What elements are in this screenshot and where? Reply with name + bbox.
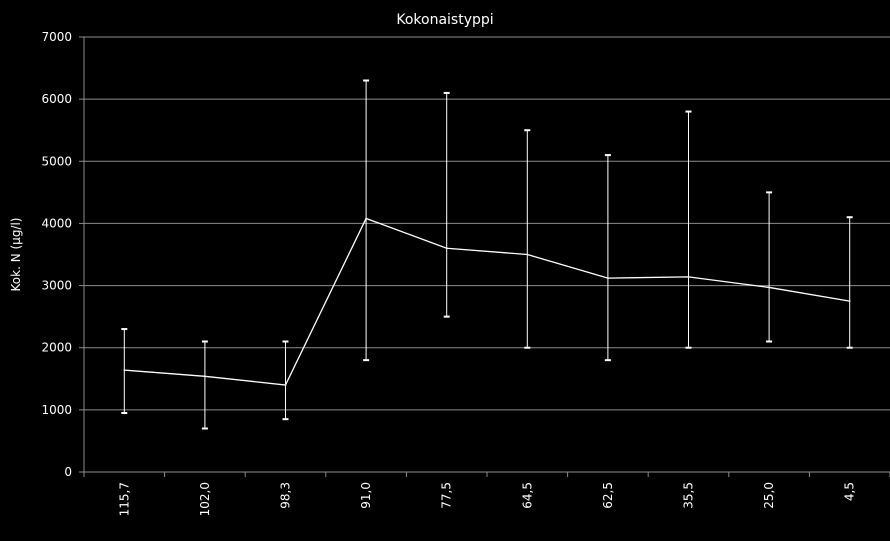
x-tick-label: 77,5 (440, 482, 454, 509)
error-bar (524, 129, 531, 349)
x-tick-label: 91,0 (359, 482, 373, 509)
data-point (445, 247, 448, 250)
data-point (687, 276, 690, 278)
y-tick-label: 4000 (41, 216, 72, 230)
y-tick-label: 5000 (41, 154, 72, 168)
gridlines (84, 36, 890, 411)
series-line (123, 217, 851, 386)
x-tick-label: 98,3 (279, 482, 293, 509)
error-bar (443, 91, 450, 318)
data-point (768, 286, 770, 289)
x-tick-label: 25,0 (762, 482, 776, 509)
data-point (848, 300, 851, 302)
chart-title: Kokonaistyppi (396, 12, 493, 28)
x-tick-label: 4,5 (843, 482, 857, 501)
y-axis-label: Kok. N (µg/l) (9, 218, 23, 292)
data-point (365, 217, 367, 220)
x-tick-label: 64,5 (520, 482, 534, 509)
error-bar (363, 79, 370, 362)
y-axis-ticks: 0 1000 2000 3000 4000 5000 6000 7000 (41, 30, 84, 479)
data-point (284, 384, 287, 386)
error-bar (685, 110, 692, 349)
y-tick-label: 1000 (41, 403, 72, 417)
x-axis-ticks: 115,7 102,0 98,3 91,0 77,5 64,5 62,5 35,5 25,0 4,… (83, 472, 890, 516)
y-tick-label: 0 (64, 465, 72, 479)
data-point (123, 369, 126, 371)
y-tick-label: 3000 (41, 279, 72, 293)
error-bar (846, 216, 853, 349)
y-tick-label: 7000 (41, 30, 72, 44)
data-point (526, 253, 529, 256)
error-bar (201, 340, 208, 430)
error-bar (121, 328, 128, 414)
error-bar (282, 340, 289, 421)
x-tick-label: 35,5 (682, 482, 696, 509)
error-bar (766, 191, 773, 343)
x-tick-label: 115,7 (117, 482, 131, 516)
error-bar (604, 154, 611, 362)
y-tick-label: 2000 (41, 341, 72, 355)
data-point (204, 375, 206, 378)
error-bars (121, 79, 853, 430)
x-tick-label: 62,5 (601, 482, 615, 509)
y-tick-label: 6000 (41, 92, 72, 106)
series-polyline (124, 217, 850, 386)
x-tick-label: 102,0 (198, 482, 212, 516)
data-point (607, 277, 609, 279)
